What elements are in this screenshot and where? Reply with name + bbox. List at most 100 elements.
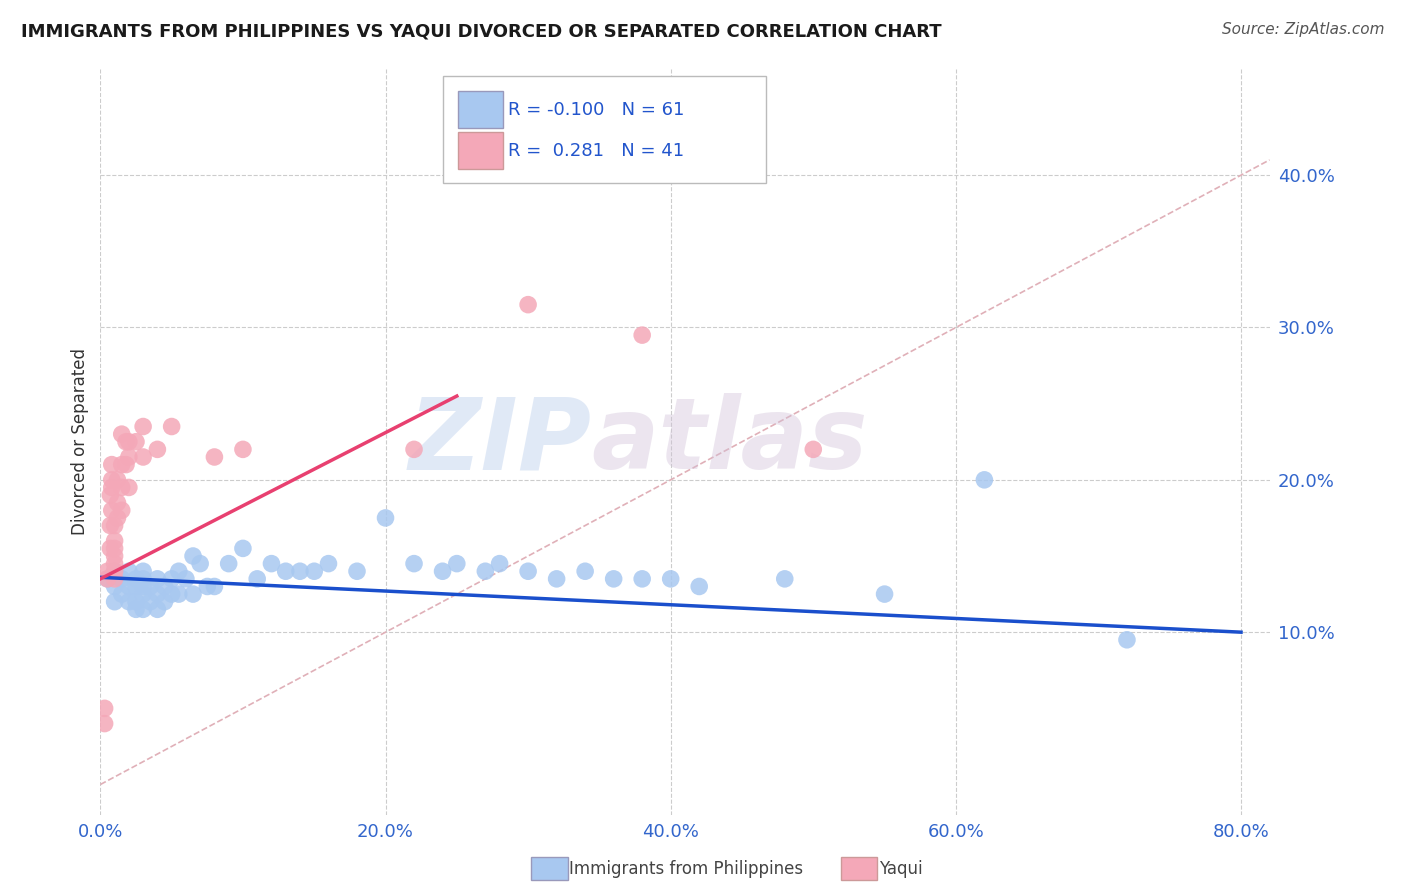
Point	[474, 564, 496, 578]
Point	[204, 579, 226, 593]
Text: Immigrants from Philippines: Immigrants from Philippines	[569, 860, 804, 878]
Point	[132, 579, 155, 593]
Point	[146, 602, 169, 616]
Point	[153, 595, 176, 609]
Point	[132, 450, 155, 464]
Point	[100, 458, 122, 472]
Point	[146, 572, 169, 586]
Point	[517, 298, 540, 312]
Point	[232, 442, 254, 457]
Point	[100, 473, 122, 487]
Point	[118, 595, 141, 609]
Point	[801, 442, 824, 457]
Point	[100, 503, 122, 517]
Point	[104, 564, 127, 578]
Point	[132, 602, 155, 616]
Point	[125, 595, 148, 609]
Text: R = -0.100   N = 61: R = -0.100 N = 61	[508, 101, 683, 119]
Point	[274, 564, 297, 578]
Point	[602, 572, 624, 586]
Point	[288, 564, 311, 578]
Point	[104, 549, 127, 563]
Point	[132, 572, 155, 586]
Point	[111, 427, 134, 442]
Point	[104, 518, 127, 533]
Point	[139, 595, 162, 609]
Point	[115, 434, 138, 449]
Point	[174, 572, 197, 586]
Point	[973, 473, 995, 487]
Point	[188, 557, 211, 571]
Point	[96, 564, 118, 578]
Point	[873, 587, 896, 601]
Point	[132, 564, 155, 578]
Point	[167, 587, 190, 601]
Point	[160, 419, 183, 434]
Point	[132, 587, 155, 601]
Point	[93, 701, 115, 715]
Point	[146, 587, 169, 601]
Point	[104, 572, 127, 586]
Point	[118, 450, 141, 464]
Point	[688, 579, 710, 593]
Point	[631, 572, 654, 586]
Point	[107, 473, 129, 487]
Point	[125, 579, 148, 593]
Point	[181, 549, 204, 563]
Point	[631, 328, 654, 343]
Point	[96, 572, 118, 586]
Point	[104, 533, 127, 548]
Point	[318, 557, 340, 571]
Point	[204, 450, 226, 464]
Point	[125, 434, 148, 449]
Point	[100, 480, 122, 494]
Point	[167, 564, 190, 578]
Point	[115, 458, 138, 472]
Point	[160, 572, 183, 586]
Point	[93, 716, 115, 731]
Text: R =  0.281   N = 41: R = 0.281 N = 41	[508, 142, 683, 160]
Point	[111, 458, 134, 472]
Point	[118, 579, 141, 593]
Point	[546, 572, 568, 586]
Point	[104, 564, 127, 578]
Point	[160, 587, 183, 601]
Point	[402, 557, 425, 571]
Point	[107, 496, 129, 510]
Point	[111, 503, 134, 517]
Point	[104, 541, 127, 556]
Point	[146, 442, 169, 457]
Point	[118, 480, 141, 494]
Point	[374, 511, 396, 525]
Point	[98, 518, 121, 533]
Point	[132, 419, 155, 434]
Point	[517, 564, 540, 578]
Point	[1116, 632, 1139, 647]
Point	[246, 572, 269, 586]
Point	[488, 557, 510, 571]
Text: atlas: atlas	[592, 393, 868, 491]
Point	[107, 511, 129, 525]
Point	[574, 564, 596, 578]
Point	[139, 579, 162, 593]
Point	[153, 579, 176, 593]
Point	[111, 587, 134, 601]
Y-axis label: Divorced or Separated: Divorced or Separated	[72, 348, 89, 535]
Point	[346, 564, 368, 578]
Point	[111, 572, 134, 586]
Point	[104, 595, 127, 609]
Point	[773, 572, 796, 586]
Text: IMMIGRANTS FROM PHILIPPINES VS YAQUI DIVORCED OR SEPARATED CORRELATION CHART: IMMIGRANTS FROM PHILIPPINES VS YAQUI DIV…	[21, 22, 942, 40]
Point	[302, 564, 325, 578]
Point	[96, 572, 118, 586]
Point	[181, 587, 204, 601]
Point	[118, 564, 141, 578]
Point	[402, 442, 425, 457]
Point	[446, 557, 468, 571]
Text: ZIP: ZIP	[408, 393, 592, 491]
Point	[104, 557, 127, 571]
Point	[232, 541, 254, 556]
Point	[104, 579, 127, 593]
Text: Source: ZipAtlas.com: Source: ZipAtlas.com	[1222, 22, 1385, 37]
Point	[125, 602, 148, 616]
